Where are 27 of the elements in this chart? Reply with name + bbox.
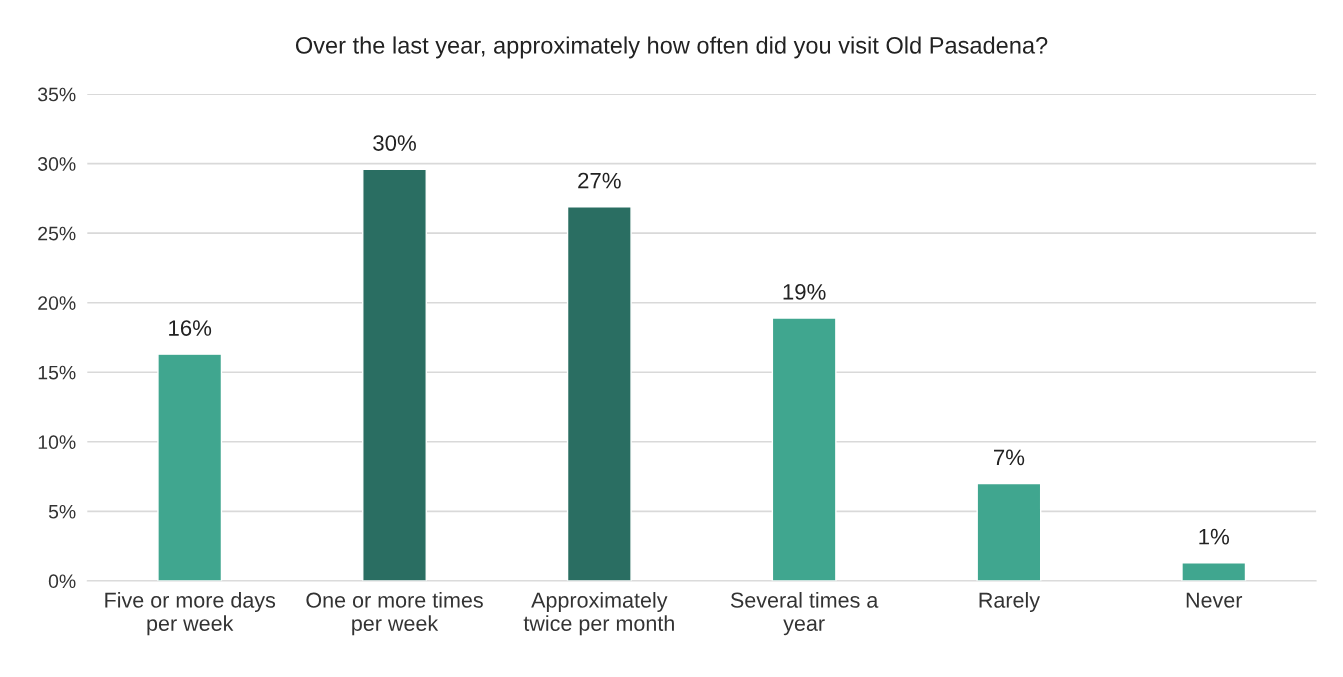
y-tick-label: 0% <box>48 574 76 589</box>
data-label: 16% <box>169 320 212 336</box>
y-tick-label: 15% <box>38 365 76 380</box>
bar <box>771 317 837 581</box>
x-tick-label: One or more times per week <box>306 591 483 636</box>
bar <box>157 353 223 581</box>
bar <box>362 168 427 581</box>
x-tick-label: Five or more days per week <box>105 591 276 636</box>
y-tick-label: 5% <box>48 504 76 519</box>
bar <box>566 206 632 581</box>
x-tick-label: Rarely <box>979 591 1040 613</box>
data-label: 1% <box>1199 528 1229 545</box>
bar <box>1181 562 1247 581</box>
bar <box>976 482 1042 581</box>
data-label: 30% <box>373 135 416 151</box>
y-tick-label: 30% <box>38 157 76 171</box>
data-label: 7% <box>994 449 1025 466</box>
x-tick-label: Never <box>1186 592 1243 608</box>
y-tick-label: 25% <box>38 226 76 241</box>
y-tick-label: 20% <box>38 296 76 310</box>
data-label: 19% <box>783 284 826 300</box>
chart-title: Over the last year, approximately how often did you visit Old Pasadena? <box>295 36 1048 59</box>
data-label: 27% <box>578 172 621 189</box>
x-tick-label: Approximately twice per month <box>523 591 674 636</box>
y-tick-label: 35% <box>38 87 76 102</box>
y-tick-label: 10% <box>38 435 76 450</box>
x-tick-label: Several times a year <box>730 591 879 636</box>
